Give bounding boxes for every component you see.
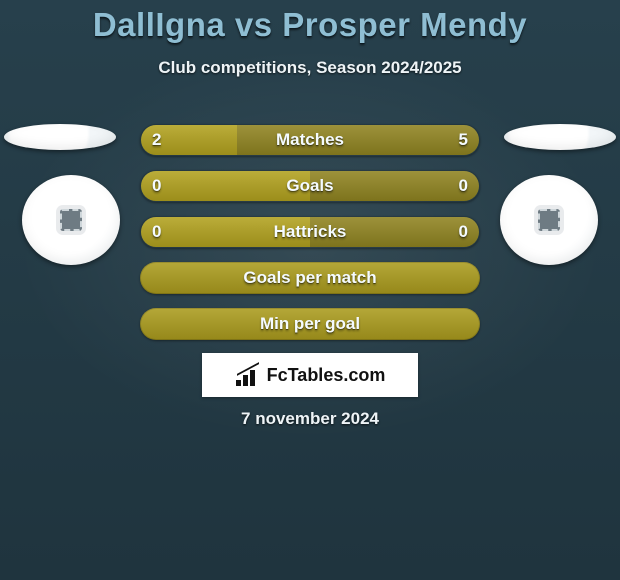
- stat-bar: Goals per match: [140, 262, 480, 294]
- page-title: DallIgna vs Prosper Mendy: [0, 0, 620, 44]
- stat-bar: Matches25: [140, 124, 480, 156]
- stat-bar-left-segment: [141, 125, 237, 155]
- brand-text: FcTables.com: [267, 365, 386, 386]
- placeholder-badge-icon: [538, 209, 560, 231]
- stat-label: Goals per match: [140, 262, 480, 294]
- stat-bar: Hattricks00: [140, 216, 480, 248]
- player-right-crest: [500, 175, 598, 265]
- stat-bar-left-segment: [141, 217, 310, 247]
- stat-label: Min per goal: [140, 308, 480, 340]
- placeholder-badge-icon: [60, 209, 82, 231]
- stat-bar: Goals00: [140, 170, 480, 202]
- page-subtitle: Club competitions, Season 2024/2025: [0, 58, 620, 78]
- stat-bar: Min per goal: [140, 308, 480, 340]
- player-left-crest: [22, 175, 120, 265]
- date-label: 7 november 2024: [0, 409, 620, 429]
- player-left-flag: [4, 124, 116, 150]
- stat-bar-left-segment: [141, 171, 310, 201]
- comparison-bars: Matches25 Goals00 Hattricks00 Goals per mat…: [140, 124, 480, 340]
- brand-watermark: FcTables.com: [202, 353, 418, 397]
- player-right-flag: [504, 124, 616, 150]
- stat-bar-right-segment: [310, 217, 479, 247]
- stat-bar-right-segment: [237, 125, 479, 155]
- brand-chart-icon: [235, 364, 261, 386]
- stat-bar-right-segment: [310, 171, 479, 201]
